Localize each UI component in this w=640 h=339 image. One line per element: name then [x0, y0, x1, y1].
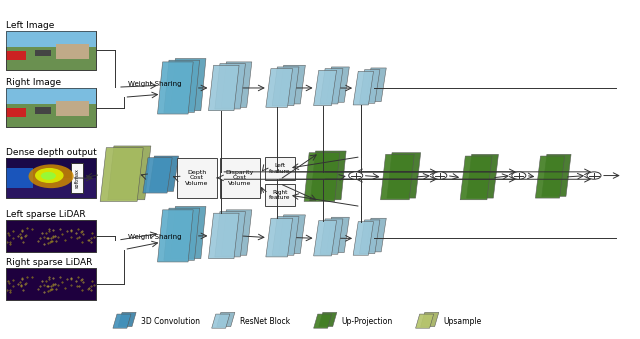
FancyBboxPatch shape [220, 158, 260, 198]
Polygon shape [541, 154, 571, 196]
Polygon shape [467, 154, 499, 198]
Text: Right sparse LiDAR: Right sparse LiDAR [6, 258, 93, 267]
Polygon shape [326, 67, 349, 102]
FancyBboxPatch shape [177, 158, 217, 198]
Polygon shape [366, 68, 387, 102]
Polygon shape [29, 48, 74, 70]
Text: Right Image: Right Image [6, 78, 61, 87]
Polygon shape [170, 59, 206, 111]
Polygon shape [387, 153, 420, 198]
Polygon shape [29, 106, 74, 127]
Text: Right
feature: Right feature [269, 190, 291, 200]
FancyBboxPatch shape [6, 31, 96, 70]
Polygon shape [320, 68, 343, 104]
Polygon shape [217, 313, 235, 326]
FancyBboxPatch shape [72, 163, 83, 193]
Polygon shape [100, 148, 143, 201]
Polygon shape [118, 313, 136, 326]
Polygon shape [320, 219, 343, 254]
FancyBboxPatch shape [35, 50, 51, 56]
FancyBboxPatch shape [56, 101, 90, 116]
Polygon shape [266, 218, 292, 257]
Polygon shape [215, 212, 246, 257]
Polygon shape [420, 313, 439, 326]
Text: Up-Projection: Up-Projection [342, 317, 393, 326]
Circle shape [29, 164, 74, 188]
Polygon shape [113, 314, 131, 328]
Circle shape [41, 172, 56, 180]
Polygon shape [164, 208, 200, 260]
Text: Upsample: Upsample [444, 317, 482, 326]
Text: Dense depth output: Dense depth output [6, 148, 97, 157]
Polygon shape [143, 158, 172, 193]
Polygon shape [157, 210, 193, 262]
FancyBboxPatch shape [6, 220, 96, 252]
Polygon shape [272, 67, 299, 106]
Polygon shape [164, 60, 200, 112]
Polygon shape [353, 222, 374, 255]
Polygon shape [326, 217, 349, 253]
Polygon shape [278, 215, 305, 254]
Polygon shape [157, 62, 193, 114]
Text: Weight Sharing: Weight Sharing [127, 81, 181, 87]
Polygon shape [212, 314, 230, 328]
Polygon shape [266, 68, 292, 107]
Polygon shape [310, 151, 346, 200]
Polygon shape [170, 206, 206, 259]
Polygon shape [221, 62, 252, 107]
FancyBboxPatch shape [6, 158, 96, 198]
FancyBboxPatch shape [264, 184, 295, 206]
FancyBboxPatch shape [6, 268, 96, 300]
FancyBboxPatch shape [6, 168, 33, 188]
FancyBboxPatch shape [6, 88, 96, 127]
Polygon shape [460, 156, 492, 200]
Text: Disparity
Cost
Volume: Disparity Cost Volume [226, 170, 254, 186]
Text: Left sparse LiDAR: Left sparse LiDAR [6, 210, 86, 219]
FancyBboxPatch shape [6, 108, 26, 117]
Circle shape [433, 172, 447, 179]
Polygon shape [221, 210, 252, 255]
Polygon shape [209, 65, 239, 111]
FancyBboxPatch shape [264, 157, 295, 180]
FancyBboxPatch shape [6, 158, 96, 178]
Polygon shape [272, 217, 299, 255]
Polygon shape [360, 220, 380, 254]
Polygon shape [278, 65, 305, 104]
Polygon shape [536, 156, 564, 198]
Polygon shape [381, 154, 414, 200]
FancyBboxPatch shape [6, 88, 96, 104]
Circle shape [35, 168, 63, 183]
Polygon shape [366, 218, 387, 252]
Polygon shape [108, 146, 151, 200]
Polygon shape [360, 69, 380, 103]
Polygon shape [304, 153, 340, 201]
FancyBboxPatch shape [6, 51, 26, 60]
Polygon shape [314, 314, 332, 328]
FancyBboxPatch shape [6, 178, 96, 198]
Text: Depth
Cost
Volume: Depth Cost Volume [185, 170, 209, 186]
Polygon shape [415, 314, 434, 328]
FancyBboxPatch shape [35, 107, 51, 114]
Circle shape [349, 172, 363, 179]
Polygon shape [149, 156, 179, 191]
Text: ResNet Block: ResNet Block [240, 317, 290, 326]
FancyBboxPatch shape [6, 31, 96, 47]
Text: Left Image: Left Image [6, 21, 55, 29]
Text: Left
feature: Left feature [269, 163, 291, 174]
Polygon shape [314, 221, 337, 256]
Text: softmax: softmax [75, 168, 80, 188]
Circle shape [512, 172, 526, 179]
Circle shape [587, 172, 601, 179]
Polygon shape [319, 313, 337, 326]
Text: Weight Sharing: Weight Sharing [127, 234, 181, 240]
Polygon shape [209, 213, 239, 259]
FancyBboxPatch shape [56, 44, 90, 59]
Polygon shape [314, 70, 337, 106]
Text: 3D Convolution: 3D Convolution [141, 317, 200, 326]
Polygon shape [215, 64, 246, 109]
Polygon shape [353, 71, 374, 105]
